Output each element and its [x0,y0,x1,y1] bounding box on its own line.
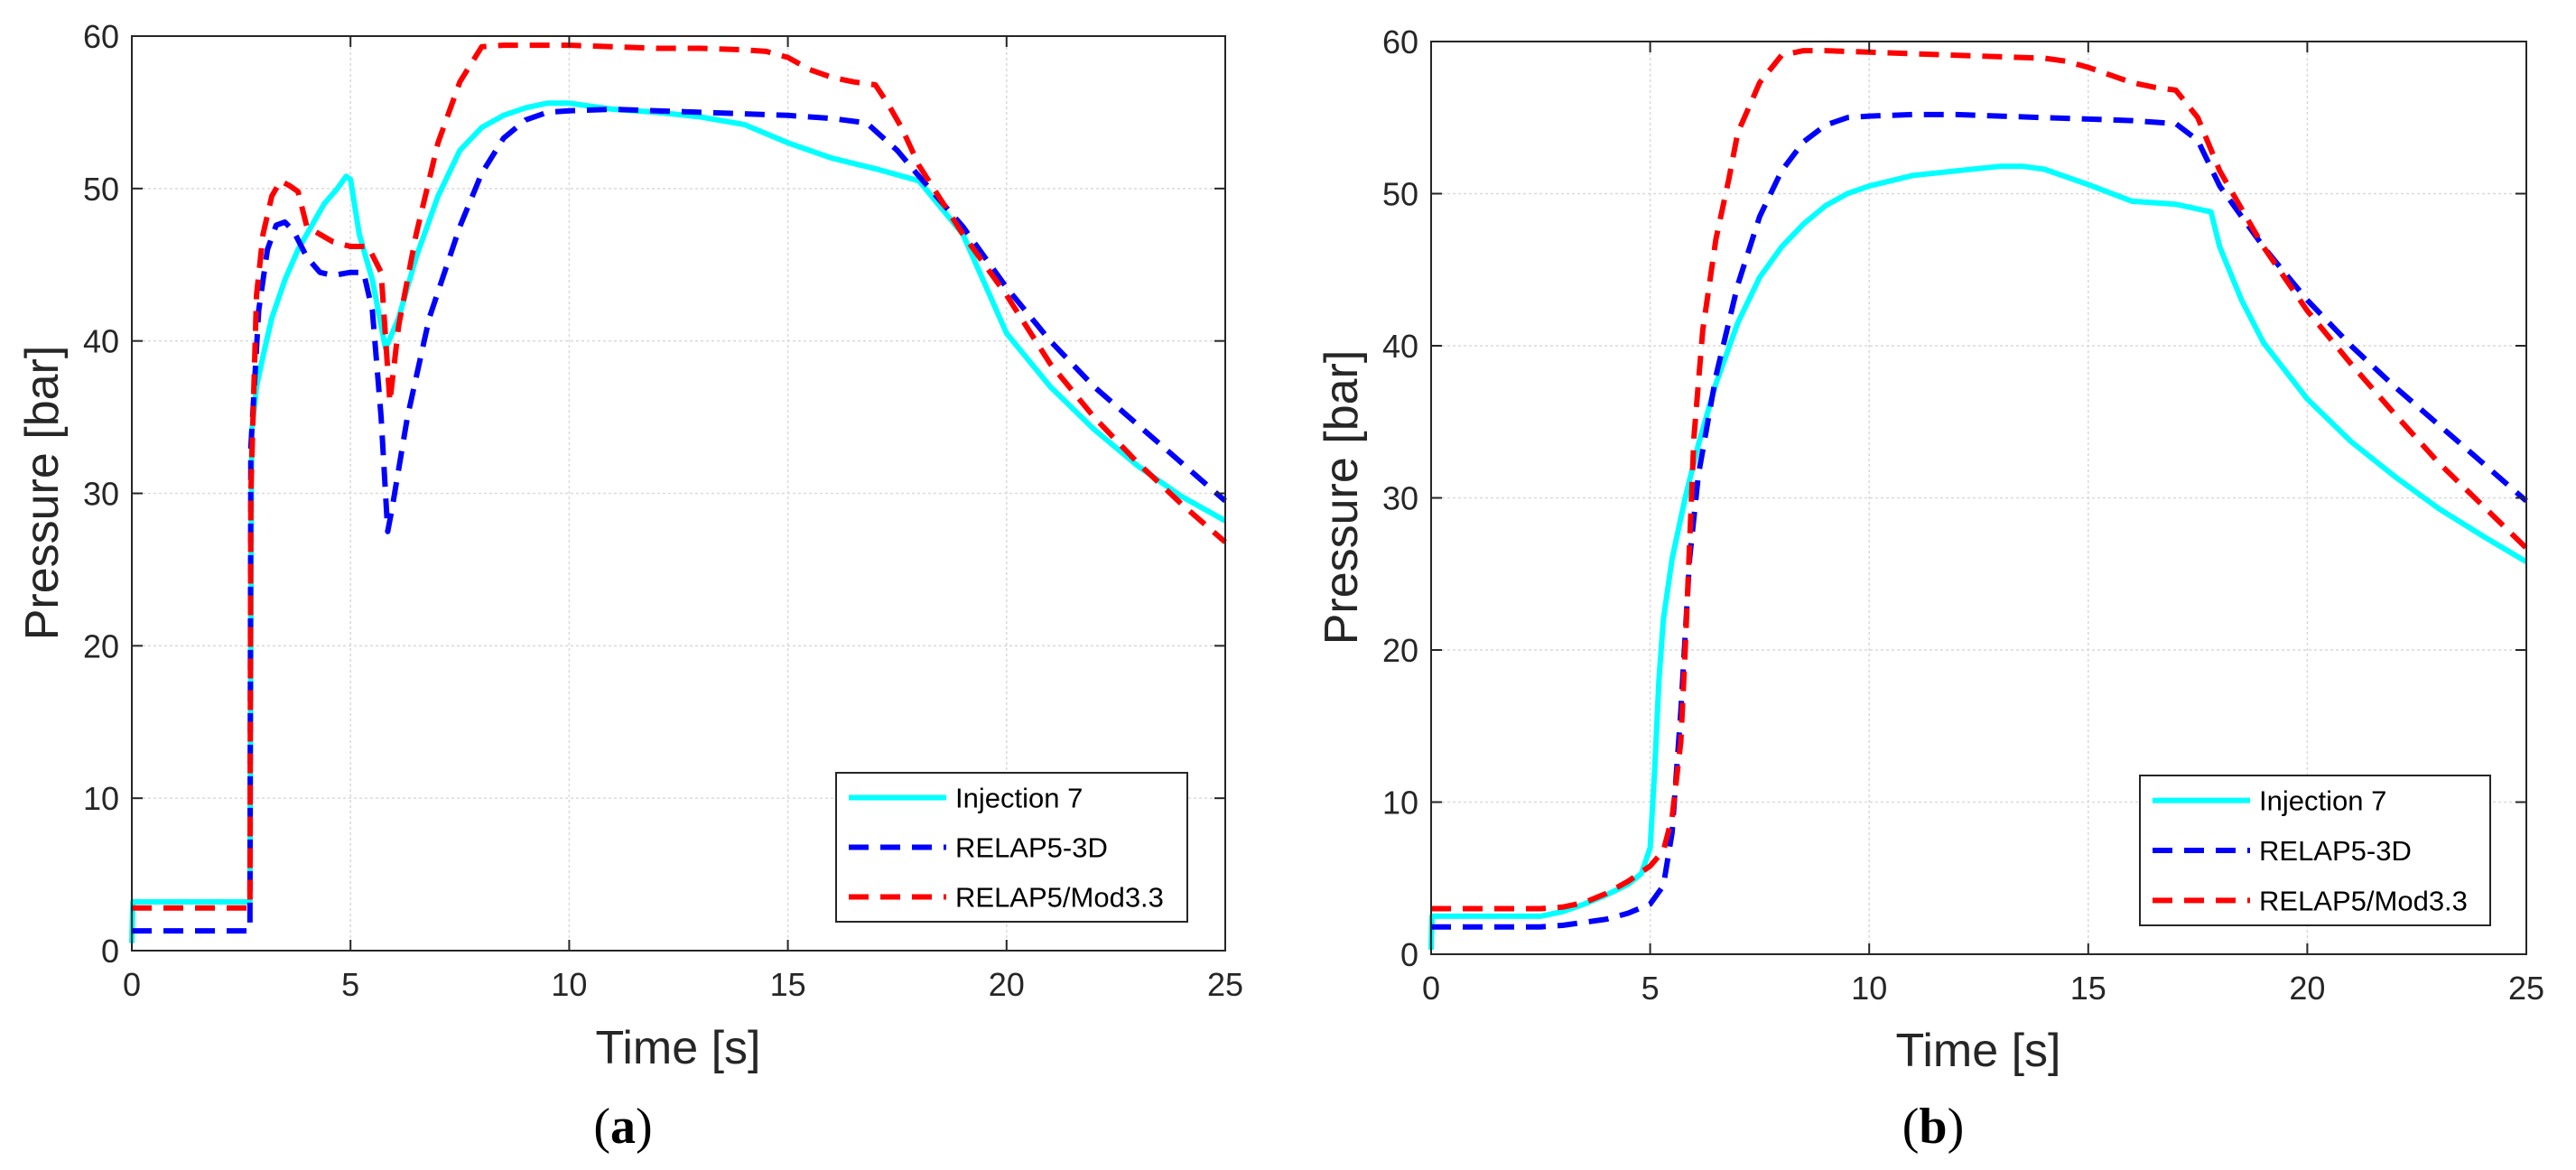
y-tick-label: 20 [83,627,119,664]
grid [132,36,1225,951]
legend-label: RELAP5-3D [955,832,1108,864]
y-tick-label: 10 [83,780,119,817]
panel-label: a [610,1099,636,1155]
legend-label: Injection 7 [955,783,1083,814]
x-tick-label: 10 [551,966,587,1003]
x-tick-label: 15 [2070,970,2106,1007]
y-axis-title: Pressure [bar] [1316,350,1368,645]
y-tick-label: 0 [1400,936,1418,973]
legend: Injection 7 RELAP5-3D RELAP5/Mod3.3 [2139,775,2491,926]
caption-open-paren: ( [593,1099,610,1155]
y-axis-title: Pressure [bar] [16,346,69,641]
axis-ticks: 0 5 10 15 20 25 0 10 20 30 40 50 60 [83,18,1243,1003]
x-tick-label: 20 [2289,970,2325,1007]
panel-caption: (a) [593,1099,652,1155]
series-line-injection-7 [129,100,1227,943]
y-tick-label: 0 [101,933,119,970]
y-tick-label: 10 [1382,785,1418,822]
x-tick-label: 5 [1641,970,1660,1007]
y-tick-label: 30 [83,476,119,513]
series-line-injection-7 [1428,163,2528,950]
legend: Injection 7 RELAP5-3D RELAP5/Mod3.3 [835,772,1188,923]
x-axis-title: Time [s] [596,1022,761,1074]
legend-label: RELAP5/Mod3.3 [2259,885,2468,916]
chart-panel-a: 0 5 10 15 20 25 0 10 20 30 40 50 60 Time [s] Pressur… [16,18,1243,1155]
legend-label: Injection 7 [2259,785,2386,817]
y-tick-label: 20 [1382,632,1418,669]
plot-area [129,42,1227,943]
x-tick-label: 25 [1207,966,1243,1003]
y-tick-label: 40 [1382,328,1418,365]
legend-label: RELAP5-3D [2259,835,2412,867]
x-tick-label: 15 [770,966,806,1003]
chart-panel-b: 0 5 10 15 20 25 0 10 20 30 40 50 60 Time [s] Pressur… [1316,23,2544,1155]
y-tick-label: 50 [1382,176,1418,213]
y-tick-label: 60 [1382,23,1418,60]
caption-close-paren: ) [1948,1099,1965,1155]
y-tick-label: 40 [83,323,119,360]
x-tick-label: 10 [1851,970,1887,1007]
series-line-relap5-mod3-3 [132,42,1227,911]
x-axis-title: Time [s] [1896,1025,2061,1077]
x-tick-label: 0 [123,966,141,1003]
y-tick-label: 60 [83,18,119,55]
y-tick-label: 50 [83,171,119,208]
x-tick-label: 25 [2508,970,2544,1007]
legend-label: RELAP5/Mod3.3 [955,882,1164,914]
y-tick-label: 30 [1382,480,1418,517]
x-tick-label: 5 [341,966,359,1003]
x-tick-label: 0 [1422,970,1440,1007]
panel-label: b [1919,1099,1947,1155]
panel-caption: (b) [1902,1099,1964,1155]
x-tick-label: 20 [989,966,1025,1003]
caption-open-paren: ( [1902,1099,1920,1155]
plot-area [1428,48,2529,950]
series-line-relap5-mod3-3 [1431,48,2529,912]
axis-ticks: 0 5 10 15 20 25 0 10 20 30 40 50 60 [1382,23,2544,1007]
caption-close-paren: ) [636,1099,653,1155]
